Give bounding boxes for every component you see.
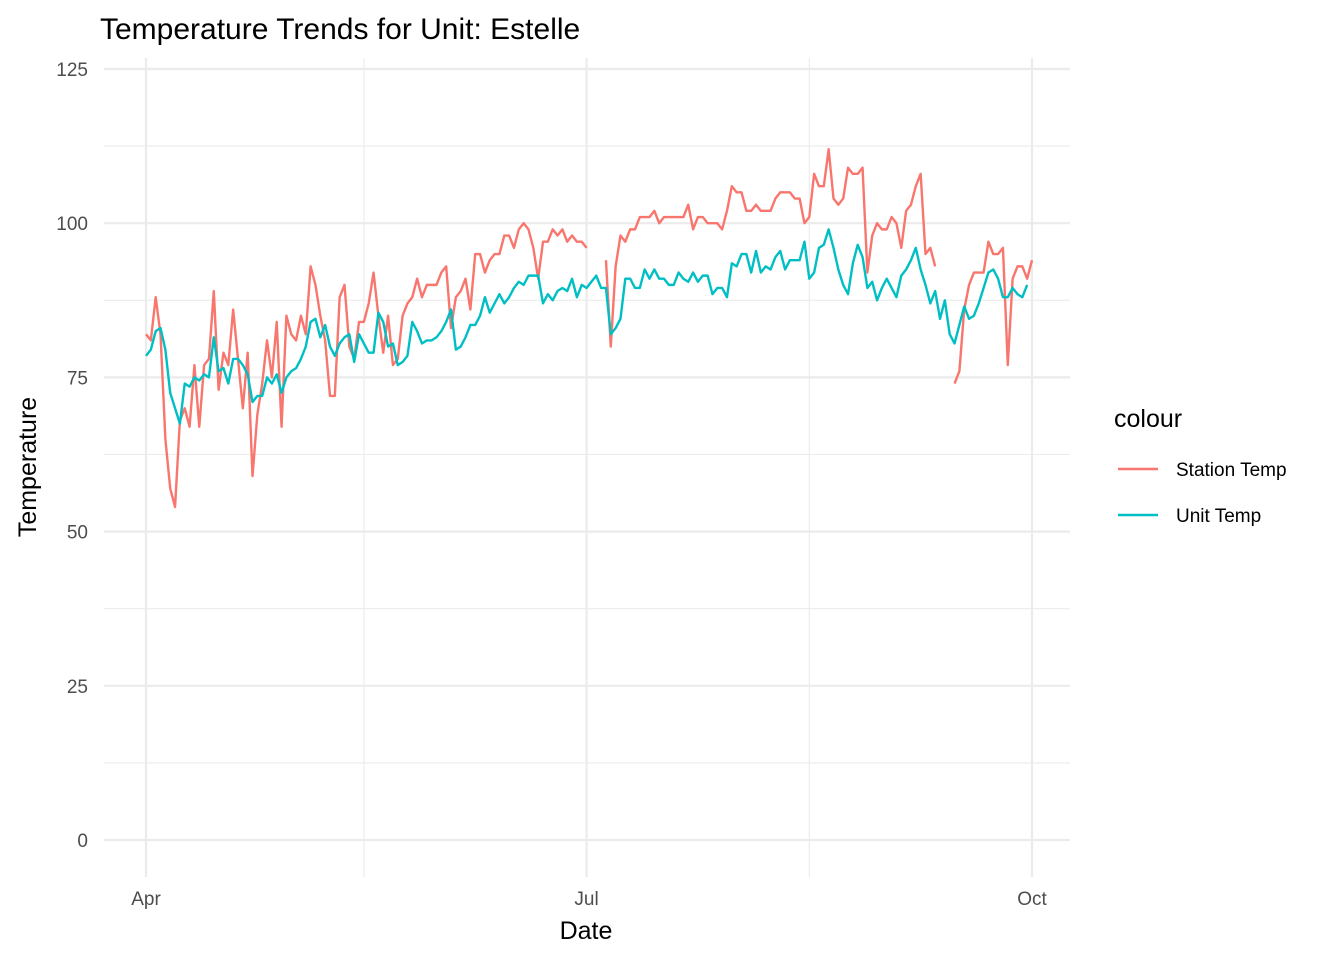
chart-title: Temperature Trends for Unit: Estelle: [100, 13, 580, 46]
x-tick-label: Oct: [1017, 889, 1047, 910]
x-axis-title: Date: [560, 917, 613, 945]
x-tick-label: Apr: [131, 889, 161, 910]
x-axis-tick-labels: Apr Jul Oct: [131, 889, 1047, 910]
y-axis-tick-labels: 0 25 50 75 100 125: [56, 60, 88, 852]
series-line-station-temp: [145, 147, 1034, 509]
y-tick-label: 100: [56, 214, 88, 235]
y-tick-label: 125: [56, 60, 88, 81]
series-lines: [145, 147, 1034, 509]
x-tick-label: Jul: [574, 889, 598, 910]
legend-label: Station Temp: [1176, 460, 1287, 481]
y-axis-title: Temperature: [14, 397, 42, 537]
minor-gridlines-x: [363, 58, 810, 877]
y-tick-label: 25: [67, 677, 88, 698]
y-tick-label: 75: [67, 368, 88, 389]
legend-title: colour: [1114, 405, 1182, 433]
legend-label: Unit Temp: [1176, 506, 1261, 527]
y-tick-label: 0: [77, 831, 88, 852]
y-tick-label: 50: [67, 523, 88, 544]
major-gridlines-x: [144, 58, 1034, 877]
legend: colour Station Temp Unit Temp: [1114, 405, 1287, 527]
series-line-unit-temp: [145, 228, 1029, 425]
